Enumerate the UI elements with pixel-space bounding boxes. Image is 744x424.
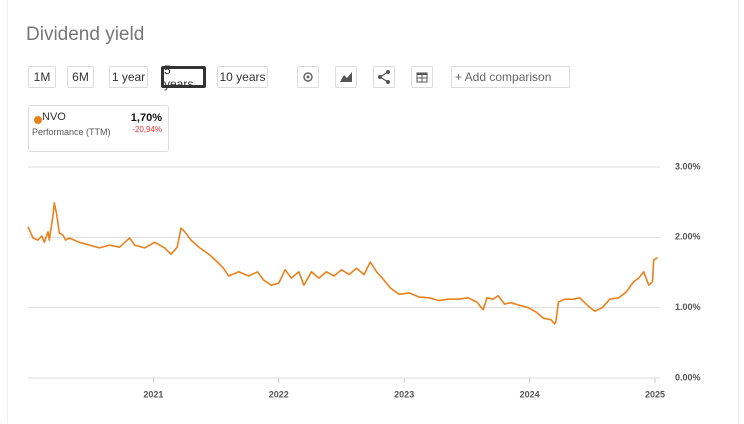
legend-dot bbox=[34, 116, 42, 124]
table-button[interactable] bbox=[411, 66, 433, 88]
area-icon bbox=[340, 72, 352, 82]
table-icon bbox=[416, 72, 428, 83]
share-icon bbox=[378, 70, 390, 84]
range-button[interactable]: 1M bbox=[28, 66, 56, 88]
legend-value: 1,70% bbox=[130, 112, 162, 124]
widget-title: Dividend yield bbox=[26, 24, 145, 45]
gear-icon bbox=[303, 72, 313, 82]
performance-label: Performance (TTM) bbox=[32, 127, 111, 137]
panel bbox=[7, 0, 739, 423]
legend-name: NVO bbox=[42, 111, 66, 123]
range-button[interactable]: 10 years bbox=[217, 66, 268, 88]
range-button[interactable]: 6M bbox=[67, 66, 94, 88]
range-button[interactable]: 5 years bbox=[161, 63, 206, 91]
comparison-input[interactable]: + Add comparison bbox=[451, 66, 570, 88]
chart-type-button[interactable] bbox=[335, 66, 357, 88]
share-button[interactable] bbox=[373, 66, 395, 88]
settings-button[interactable] bbox=[297, 66, 319, 88]
range-button[interactable]: 1 year bbox=[109, 66, 148, 88]
legend-box: NVO 1,70% Performance (TTM) -20,94% bbox=[28, 105, 169, 152]
performance-value: -20,94% bbox=[132, 125, 162, 134]
